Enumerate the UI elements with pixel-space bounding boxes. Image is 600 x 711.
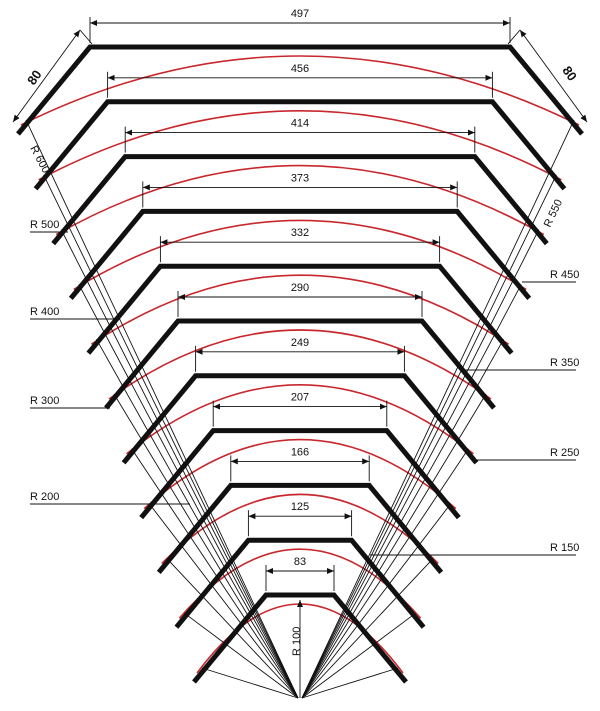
radius-leader [43,174,299,699]
bent-profiles [16,44,584,684]
radius-leader [301,558,434,699]
width-label: 497 [291,8,309,20]
radius-label-r150: R 150 [550,542,579,554]
radius-label-r350: R 350 [550,357,579,369]
corner-label-left: 80 [24,67,45,87]
bent-profile [139,428,461,520]
radius-label-r600: R 600 [27,144,51,176]
bent-profile [192,592,408,684]
width-label: 332 [291,227,309,239]
bent-profile [68,208,532,300]
bent-profile [51,154,549,246]
radius-arc [161,493,439,564]
width-label: 290 [291,282,309,294]
radius-arc [73,219,527,291]
radius-leader [301,612,416,699]
radius-label-r200: R 200 [30,491,59,503]
radius-label-r100: R 100 [291,627,303,656]
width-label: 414 [291,118,309,130]
radius-leader [301,174,557,699]
radius-label-r500: R 500 [30,219,59,231]
radius-label-r550: R 550 [542,198,565,230]
radius-arc [90,274,510,345]
radius-arc [126,384,474,455]
bent-profile [104,318,496,410]
width-label: 125 [291,501,309,513]
radius-leader [25,119,299,699]
radius-arc [55,164,545,236]
radius-leader [166,558,299,699]
radius-leader [78,284,299,699]
radius-leader [184,612,299,699]
radius-label-r250: R 250 [550,447,579,459]
radius-leader [148,503,299,699]
width-label: 456 [291,63,309,75]
radius-leader [60,229,299,699]
corner-dimension-right: 80 [507,29,588,123]
width-label: 83 [294,556,306,568]
radius-arc [38,110,562,181]
radius-leader [301,393,487,699]
radius-leader-lines [25,119,575,699]
radius-leader [113,393,299,699]
width-dimensions: 497 456 414 373 332 290 249 207 166 125 83 [89,8,511,591]
width-label: 249 [291,337,309,349]
width-label: 373 [291,172,309,184]
radius-arc [20,55,580,126]
radius-label-r450: R 450 [550,269,579,281]
bent-profile [86,263,514,355]
corner-label-right: 80 [559,63,580,83]
bent-profile [121,373,479,465]
radius-arcs [20,55,580,674]
radius-label-r300: R 300 [30,395,59,407]
radius-labels-right: R 450 R 350 R 250 R 150 R 550 R 100 [291,198,579,656]
bent-profile [156,482,444,574]
radius-leader [301,119,575,699]
radius-leader [96,338,299,699]
width-label: 166 [291,446,309,458]
radius-leader [301,284,522,699]
radius-leader [301,448,469,699]
radius-leader [201,667,299,699]
bent-profile [174,537,426,629]
corner-dimension-left: 80 [12,29,93,123]
bent-profile [33,99,567,191]
radius-label-r400: R 400 [30,306,59,318]
radius-leader [301,338,504,699]
radius-arc [108,329,492,400]
radius-leader [131,448,299,699]
radius-leader [301,229,540,699]
radius-leader [301,667,399,699]
width-label: 207 [291,392,309,404]
radius-leader [301,503,452,699]
